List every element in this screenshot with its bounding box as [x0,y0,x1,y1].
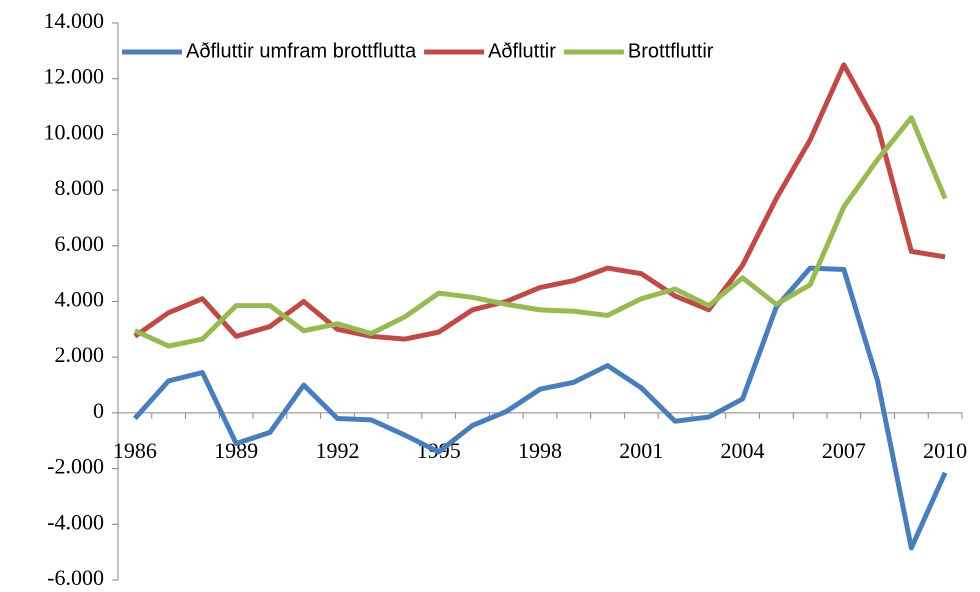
y-tick-label: -6.000 [47,565,104,590]
y-tick-label: 14.000 [44,8,105,33]
y-tick-label: 0 [93,398,104,423]
legend-label: Brottfluttir [628,40,714,62]
x-tick-label: 1998 [518,438,562,463]
x-tick-label: 1986 [113,438,157,463]
y-tick-label: 10.000 [44,119,105,144]
y-tick-label: 12.000 [44,64,105,89]
x-tick-label: 2007 [822,438,866,463]
legend-label: Aðfluttir [488,40,556,62]
x-tick-label: 2004 [721,438,765,463]
y-tick-label: 2.000 [55,342,105,367]
y-tick-label: -4.000 [47,509,104,534]
y-tick-label: 6.000 [55,231,105,256]
data-line [133,115,948,349]
data-line [133,62,946,342]
x-tick-label: 2001 [619,438,663,463]
legend-label: Aðfluttir umfram brottflutta [186,40,417,62]
y-tick-label: -2.000 [47,454,104,479]
x-tick-label: 2010 [923,438,967,463]
x-tick-label: 1992 [315,438,359,463]
y-tick-label: 4.000 [55,287,105,312]
data-line [133,265,948,551]
y-tick-label: 8.000 [55,175,105,200]
